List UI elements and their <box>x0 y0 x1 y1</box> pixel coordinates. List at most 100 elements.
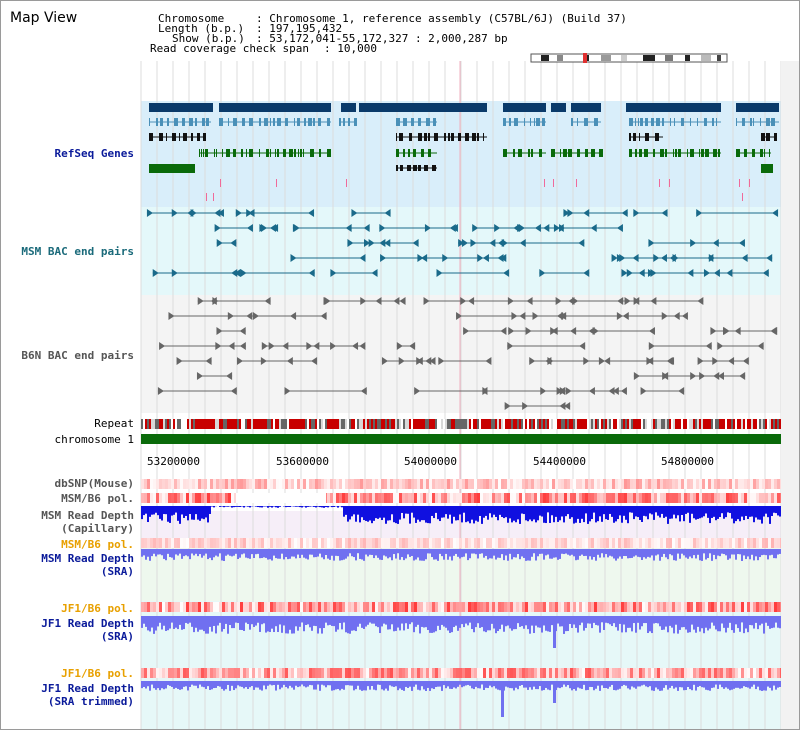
repeat-cell <box>203 419 205 429</box>
depth-bar <box>191 616 193 627</box>
panel-title: Map View <box>10 10 78 26</box>
depth-bar <box>419 616 421 634</box>
depth-bar <box>507 616 509 626</box>
depth-bar <box>707 549 709 559</box>
heat-cell <box>192 479 195 489</box>
track-label-msm-bac[interactable]: MSM BAC end pairs <box>21 245 134 258</box>
repeat-cell <box>473 419 475 429</box>
repeat-cell <box>141 419 143 429</box>
track-label-jf1-b6-pol[interactable]: JF1/B6 pol. <box>61 602 134 615</box>
depth-bar <box>241 549 243 555</box>
track-label-jf1-read-depth-sra[interactable]: JF1 Read Depth <box>41 617 134 630</box>
depth-bar <box>667 616 669 633</box>
repeat-cell <box>281 419 283 429</box>
depth-bar <box>151 616 153 628</box>
track-label-dbsnp[interactable]: dbSNP(Mouse) <box>54 477 134 490</box>
heat-cell <box>336 538 339 548</box>
heat-cell <box>693 493 696 503</box>
depth-bar <box>629 506 631 513</box>
track-label-msm-b6-pol[interactable]: MSM/B6 pol. <box>61 492 134 505</box>
track-label-b6n-bac[interactable]: B6N BAC end pairs <box>21 349 134 362</box>
heat-cell <box>225 479 228 489</box>
repeat-cell <box>237 419 239 429</box>
heat-cell <box>144 479 147 489</box>
ideogram <box>531 54 727 62</box>
heat-cell <box>669 479 672 489</box>
depth-bar <box>327 681 329 686</box>
heat-cell <box>279 538 282 548</box>
depth-bar <box>173 616 175 629</box>
depth-bar <box>267 549 269 560</box>
track-label-jf1-read-depth-trimmed[interactable]: JF1 Read Depth <box>41 682 134 695</box>
track-label-sra-trimmed[interactable]: (SRA trimmed) <box>47 695 134 708</box>
depth-bar <box>361 616 363 628</box>
repeat-cell <box>221 419 223 429</box>
track-label-sra[interactable]: (SRA) <box>100 565 134 578</box>
depth-bar <box>489 681 491 686</box>
heat-cell <box>762 479 765 489</box>
depth-bar <box>299 549 301 559</box>
track-label-repeat[interactable]: Repeat <box>94 417 134 430</box>
repeat-cell <box>553 419 555 429</box>
heat-cell <box>408 668 411 678</box>
heat-cell <box>156 493 159 503</box>
depth-bar <box>585 506 587 514</box>
heat-cell <box>639 493 642 503</box>
track-label-msm-read-depth-sra[interactable]: MSM Read Depth <box>41 552 134 565</box>
heat-cell <box>315 538 318 548</box>
depth-bar <box>295 616 297 627</box>
bac-end-marker <box>379 239 386 247</box>
depth-bar <box>269 506 271 507</box>
heat-cell <box>150 479 153 489</box>
heat-cell <box>738 602 741 612</box>
depth-bar <box>525 506 527 521</box>
track-label-capillary[interactable]: (Capillary) <box>61 522 134 535</box>
heat-cell <box>459 493 462 503</box>
repeat-cell <box>225 419 227 429</box>
repeat-cell <box>735 419 737 429</box>
track-label-refseq[interactable]: RefSeq Genes <box>54 147 134 160</box>
depth-bar <box>205 681 207 689</box>
track-label-jf1-sra[interactable]: (SRA) <box>100 630 134 643</box>
depth-bar <box>143 681 145 687</box>
track-label-msm-read-depth-capillary[interactable]: MSM Read Depth <box>41 509 134 522</box>
depth-bar <box>763 549 765 555</box>
depth-bar <box>563 681 565 685</box>
gene-exon <box>444 133 446 141</box>
track-label-msm-b6-pol-2[interactable]: MSM/B6 pol. <box>61 538 134 551</box>
depth-bar <box>623 549 625 557</box>
depth-bar <box>231 681 233 686</box>
heat-cell <box>711 479 714 489</box>
heat-cell <box>471 668 474 678</box>
depth-bar <box>465 506 467 523</box>
track-label-chromosome[interactable]: chromosome 1 <box>54 433 134 446</box>
depth-bar <box>225 506 227 507</box>
heat-cell <box>750 479 753 489</box>
coverage-value: : 10,000 <box>324 42 377 55</box>
heat-cell <box>429 493 432 503</box>
depth-bar <box>519 681 521 686</box>
depth-bar <box>697 616 699 627</box>
heat-cell <box>192 668 195 678</box>
repeat-cell <box>561 419 563 429</box>
gene-exon <box>327 118 330 126</box>
heat-cell <box>567 538 570 548</box>
depth-bar <box>529 681 531 688</box>
heat-cell <box>639 668 642 678</box>
heat-cell <box>279 602 282 612</box>
gene-exon <box>742 118 745 126</box>
heat-cell <box>312 668 315 678</box>
depth-bar <box>407 506 409 514</box>
repeat-cell <box>411 419 413 429</box>
depth-bar <box>661 681 663 691</box>
track-label-jf1-b6-pol-2[interactable]: JF1/B6 pol. <box>61 667 134 680</box>
heat-cell <box>258 538 261 548</box>
repeat-cell <box>557 419 559 429</box>
bac-end-marker <box>697 297 704 305</box>
heat-cell <box>486 493 489 503</box>
bac-end-marker <box>494 224 501 232</box>
heat-cell <box>168 479 171 489</box>
heat-cell <box>612 493 615 503</box>
heat-cell <box>279 668 282 678</box>
